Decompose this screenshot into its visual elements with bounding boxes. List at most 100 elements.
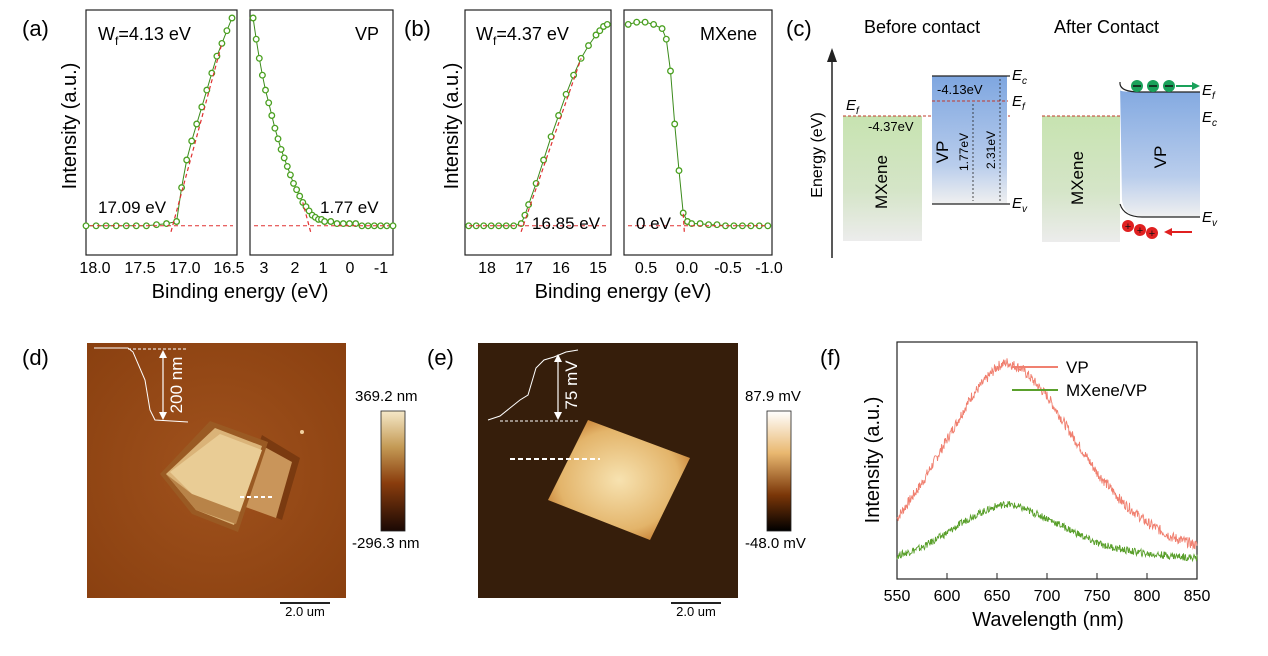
panel-a-right-ticks: 3 2 1 0 -1 <box>260 260 389 277</box>
data-point <box>650 20 658 28</box>
panel-b-right-cutoff: 0 eV <box>636 214 672 233</box>
data-point <box>688 220 696 228</box>
data-point <box>271 124 279 132</box>
data-line <box>252 17 393 227</box>
data-point <box>641 18 649 26</box>
data-point <box>562 90 570 98</box>
data-point <box>705 221 713 229</box>
panel-e-label: (e) <box>427 345 454 370</box>
data-point <box>696 220 704 228</box>
panel-c-before: Before contact <box>864 17 980 37</box>
data-point <box>268 112 276 119</box>
data-point <box>662 35 670 43</box>
mxene-label-before: MXene <box>872 155 891 209</box>
tick-label: 17.5 <box>124 260 155 277</box>
gap-2: 2.31eV <box>984 131 998 169</box>
holes-icon: + + + <box>1122 220 1192 240</box>
tick-label: 0 <box>346 260 355 277</box>
tick-label: 0.5 <box>635 260 657 277</box>
panel-a-ylabel: Intensity (a.u.) <box>59 63 81 190</box>
tick-label: 16 <box>552 260 570 277</box>
panel-a-right-name: VP <box>355 24 379 44</box>
data-point <box>82 222 90 230</box>
data-point <box>183 156 191 164</box>
data-point <box>592 31 600 39</box>
data-point <box>577 54 585 62</box>
panel-a-right-cutoff: 1.77 eV <box>320 198 379 217</box>
svg-text:+: + <box>1137 225 1143 237</box>
data-point <box>658 25 666 33</box>
data-point <box>163 220 170 228</box>
panel-d-colorbar <box>380 410 406 532</box>
series-line-mxene-vp <box>896 500 1198 563</box>
data-point <box>188 137 196 145</box>
panel-b-right-name: MXene <box>700 24 757 44</box>
tick-label: 1 <box>319 260 328 277</box>
ec-label: Ec <box>1012 67 1027 87</box>
ef-label: Ef <box>1012 93 1026 113</box>
panel-b-left-data <box>465 20 611 232</box>
vp-level: -4.13eV <box>937 82 983 97</box>
panel-b-right-plot: MXene 0 eV <box>623 9 773 256</box>
vp-label-before: VP <box>933 141 952 164</box>
panel-e-scale-min: -48.0 mV <box>745 535 806 552</box>
data-point <box>389 222 397 230</box>
data-point <box>193 120 201 128</box>
vp-block-before <box>932 76 1007 204</box>
legend-mxene-vp: MXene/VP <box>1066 381 1147 400</box>
data-point <box>624 20 632 28</box>
panel-d-scale-max: 369.2 nm <box>355 388 418 405</box>
ev-label-after: Ev <box>1202 209 1218 229</box>
panel-f-frame <box>896 341 1198 580</box>
tick-label: -1.0 <box>755 260 783 277</box>
panel-e-scale-max: 87.9 mV <box>745 388 801 405</box>
panel-a-left-wf: Wf=4.13 eV <box>98 24 191 48</box>
data-point <box>223 27 231 35</box>
series-line-vp <box>896 358 1198 551</box>
gap-1: 1.77eV <box>957 133 971 171</box>
fit-line <box>682 212 685 232</box>
tick-label: 2 <box>291 260 300 277</box>
data-point <box>255 54 263 62</box>
data-point <box>265 99 273 107</box>
panel-b-right-data <box>624 18 772 232</box>
panel-f-xlabel: Wavelength (nm) <box>972 609 1124 631</box>
panel-f-ylabel: Intensity (a.u.) <box>862 397 884 524</box>
data-point <box>153 221 160 229</box>
panel-a-left-plot: Wf=4.13 eV 17.09 eV <box>82 9 238 256</box>
panel-a-left-ticks: 18.0 17.5 17.0 16.5 <box>79 260 244 277</box>
data-point <box>218 39 226 47</box>
tick-label: -0.5 <box>714 260 742 277</box>
data-point <box>352 220 360 228</box>
fit-line <box>520 58 582 232</box>
data-point <box>570 71 578 79</box>
panel-c-ylabel: Energy (eV) <box>809 112 826 197</box>
data-point <box>296 192 304 200</box>
energy-axis-arrow-icon <box>827 48 837 62</box>
data-point <box>633 18 641 26</box>
tick-label: 15 <box>589 260 607 277</box>
mxene-block-before <box>843 116 922 241</box>
data-point <box>293 186 301 194</box>
tick-label: 18 <box>478 260 496 277</box>
panel-a-left-cutoff: 17.09 eV <box>98 198 167 217</box>
data-point <box>258 71 266 79</box>
panel-d-afm-image: 200 nm <box>87 343 346 598</box>
fit-line <box>302 202 312 232</box>
data-point <box>713 221 721 229</box>
panel-a-right-plot: VP 1.77 eV <box>249 9 397 256</box>
tick-label: 17.0 <box>169 260 200 277</box>
data-point <box>675 167 683 175</box>
tick-label: 3 <box>260 260 269 277</box>
data-point <box>555 112 563 119</box>
data-point <box>764 222 772 230</box>
data-point <box>333 220 341 228</box>
panel-b-left-ticks: 18 17 16 15 <box>478 260 607 277</box>
tick-label: 17 <box>515 260 533 277</box>
data-point <box>203 86 211 94</box>
panel-d-height: 200 nm <box>167 357 186 414</box>
data-point <box>596 27 604 35</box>
data-point <box>667 67 674 75</box>
panel-b-left-cutoff: 16.85 eV <box>532 214 601 233</box>
